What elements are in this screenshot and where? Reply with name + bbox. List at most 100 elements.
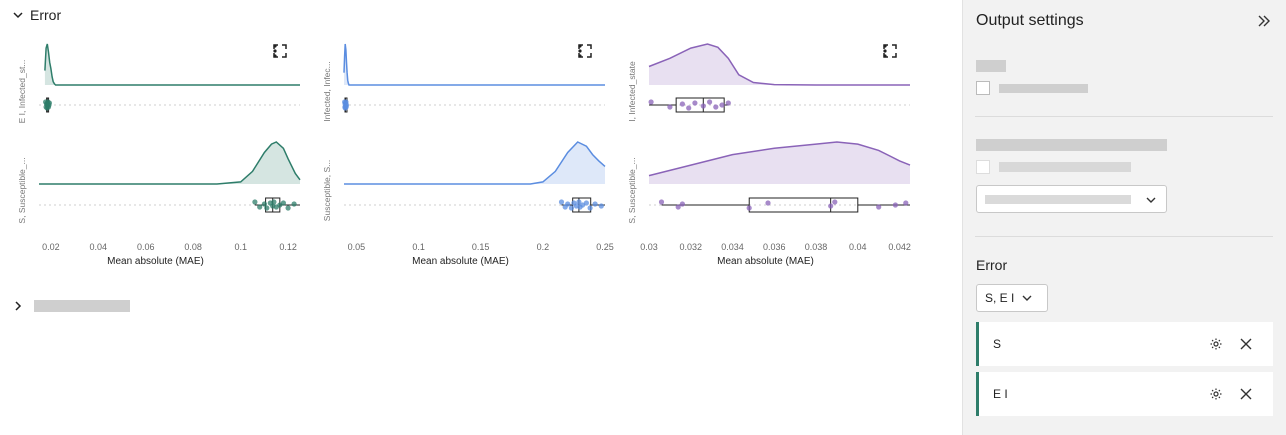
data-point <box>583 200 589 206</box>
chart-1-svg: E I, Infected_st... S, Susceptible_... 0.0… <box>17 43 301 267</box>
y-axis-label: I, Infected_state <box>627 61 637 122</box>
chart-2-svg: Infected, Infec... Susceptible, S... 0.05 0… <box>322 43 614 267</box>
redacted-select-value <box>985 195 1131 204</box>
x-tick-label: 0.06 <box>137 242 155 252</box>
redacted-checkbox-label <box>999 84 1088 93</box>
setting-checkbox-1[interactable] <box>976 81 990 95</box>
chevron-right-icon <box>15 301 22 311</box>
density-line <box>344 141 606 185</box>
close-icon[interactable] <box>1239 337 1253 351</box>
y-axis-label: E I, Infected_st... <box>17 60 27 124</box>
x-axis-label: Mean absolute (MAE) <box>412 256 509 267</box>
error-select[interactable]: S, E I <box>976 284 1048 312</box>
x-tick-label: 0.2 <box>537 242 550 252</box>
error-label: Error <box>976 257 1008 273</box>
x-tick-label: 0.08 <box>184 242 202 252</box>
data-point <box>285 205 291 211</box>
chevron-down-icon <box>13 12 23 19</box>
x-tick-label: 0.032 <box>680 242 703 252</box>
data-point <box>707 99 713 105</box>
data-point <box>261 201 267 207</box>
data-point <box>648 99 654 105</box>
data-point <box>686 105 692 111</box>
data-point <box>832 199 838 205</box>
data-point <box>746 205 752 211</box>
panel-title: Output settings <box>976 12 1084 29</box>
density-area <box>649 142 910 184</box>
x-tick-label: 0.25 <box>596 242 614 252</box>
data-point <box>565 201 571 207</box>
x-tick-label: 0.15 <box>472 242 490 252</box>
data-point <box>667 104 673 110</box>
chevron-down-icon <box>1022 295 1032 301</box>
data-point <box>679 201 685 207</box>
section-header-error[interactable]: Error <box>12 6 61 24</box>
data-point <box>876 204 882 210</box>
data-point <box>598 203 604 209</box>
close-icon[interactable] <box>1239 387 1253 401</box>
chart-3-svg: I, Infected_state S, Susceptible_... 0.03 0… <box>627 43 911 267</box>
data-point <box>252 199 258 205</box>
chevron-down-icon <box>1146 197 1156 203</box>
data-point <box>46 100 53 106</box>
chart-3: I, Infected_state S, Susceptible_... 0.03 0… <box>618 34 923 274</box>
data-point <box>264 205 270 211</box>
data-point <box>658 199 665 205</box>
y-axis-label: S, Susceptible_... <box>17 157 27 223</box>
x-tick-label: 0.034 <box>721 242 744 252</box>
x-axis-label: Mean absolute (MAE) <box>717 256 814 267</box>
chart-2: Infected, Infec... Susceptible, S... 0.05 0… <box>313 34 618 274</box>
data-point <box>280 200 286 206</box>
error-item-label: E I <box>993 387 1008 401</box>
collapsed-section[interactable] <box>12 300 130 312</box>
divider <box>975 236 1273 237</box>
data-point <box>679 101 685 107</box>
chart-1: E I, Infected_st... S, Susceptible_... 0.0… <box>8 34 313 274</box>
density-area <box>649 44 910 85</box>
redacted-section-title <box>34 300 130 312</box>
redacted-label <box>976 60 1006 72</box>
density-area <box>344 44 605 85</box>
more-options-icon[interactable] <box>578 44 582 58</box>
y-axis-label: Infected, Infec... <box>322 61 332 121</box>
x-tick-label: 0.1 <box>234 242 247 252</box>
y-axis-label: Susceptible, S... <box>322 160 332 221</box>
error-select-value: S, E I <box>985 291 1015 305</box>
setting-dropdown[interactable] <box>976 185 1167 213</box>
x-tick-label: 0.1 <box>412 242 425 252</box>
more-options-icon[interactable] <box>273 44 277 58</box>
gear-icon[interactable] <box>1209 387 1223 401</box>
gear-icon[interactable] <box>1209 337 1223 351</box>
charts-row: E I, Infected_st... S, Susceptible_... 0.0… <box>0 34 962 274</box>
section-title: Error <box>30 7 62 23</box>
divider <box>975 116 1273 117</box>
data-point <box>558 199 565 205</box>
density-line <box>648 43 910 86</box>
x-tick-label: 0.04 <box>849 242 867 252</box>
x-tick-label: 0.03 <box>640 242 658 252</box>
data-point <box>271 199 277 205</box>
data-point <box>725 100 731 106</box>
output-settings-panel: Output settings Error S, E I S E I <box>962 0 1286 435</box>
density-line <box>343 43 605 86</box>
data-point <box>713 104 719 110</box>
data-point <box>719 102 725 108</box>
data-point <box>291 201 297 207</box>
setting-checkbox-2[interactable] <box>976 160 990 174</box>
data-point <box>765 200 771 206</box>
data-point <box>903 200 909 206</box>
x-tick-label: 0.12 <box>279 242 297 252</box>
data-point <box>892 202 898 208</box>
data-point <box>257 204 263 210</box>
density-line <box>648 141 911 177</box>
error-item-label: S <box>993 337 1002 351</box>
x-tick-label: 0.05 <box>348 242 366 252</box>
collapse-panel-icon[interactable] <box>1256 13 1272 29</box>
error-item-s[interactable]: S <box>976 322 1273 366</box>
more-options-icon[interactable] <box>883 44 887 58</box>
density-area <box>44 44 301 85</box>
error-item-ei[interactable]: E I <box>976 372 1273 416</box>
data-point <box>576 199 582 205</box>
redacted-checkbox-label <box>999 162 1131 172</box>
y-axis-label: S, Susceptible_... <box>627 157 637 223</box>
